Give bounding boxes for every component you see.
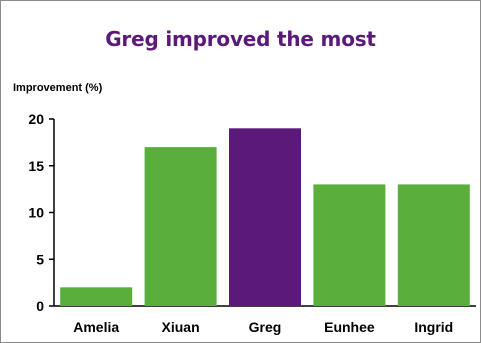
bar-ingrid bbox=[397, 184, 470, 306]
x-tick-label-xiuan: Xiuan bbox=[162, 319, 200, 335]
x-tick-labels: Amelia Xiuan Greg Eunhee Ingrid bbox=[73, 319, 453, 335]
y-tick-label: 20 bbox=[28, 111, 44, 127]
bar-eunhee bbox=[313, 184, 386, 306]
x-tick-label-eunhee: Eunhee bbox=[324, 319, 375, 335]
y-tick-label: 10 bbox=[28, 205, 44, 221]
bar-xiuan bbox=[144, 147, 217, 306]
x-tick-label-amelia: Amelia bbox=[73, 319, 119, 335]
y-tick-label: 15 bbox=[28, 158, 44, 174]
bar-greg bbox=[229, 128, 301, 306]
chart-title: Greg improved the most bbox=[105, 27, 376, 51]
y-axis-label: Improvement (%) bbox=[13, 82, 103, 94]
y-ticks: 0 5 10 15 20 bbox=[28, 111, 54, 314]
y-tick-label: 0 bbox=[36, 298, 44, 314]
x-tick-label-greg: Greg bbox=[249, 319, 282, 335]
bars bbox=[60, 128, 470, 306]
x-tick-label-ingrid: Ingrid bbox=[414, 319, 453, 335]
bar-amelia bbox=[60, 287, 133, 306]
y-tick-label: 5 bbox=[36, 251, 44, 267]
